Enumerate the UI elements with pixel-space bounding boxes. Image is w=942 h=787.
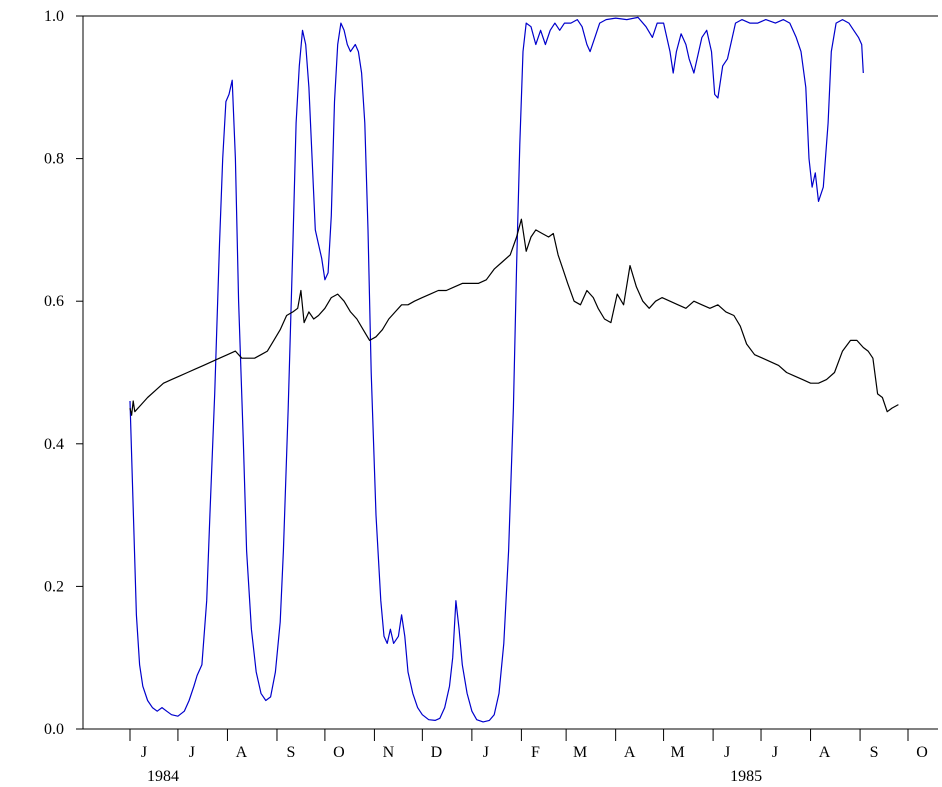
y-tick-label: 0.4	[44, 436, 64, 453]
x-tick-label: F	[531, 744, 540, 761]
y-tick-label: 0.6	[44, 293, 64, 310]
year-label: 1984	[147, 768, 179, 785]
y-tick-label: 0.2	[44, 578, 64, 595]
x-tick-label: M	[573, 744, 587, 761]
x-tick-label: N	[383, 744, 395, 761]
x-tick-label: J	[483, 744, 489, 761]
y-axis-ticks: 0.0 0.2 0.4 0.6 0.8 1.0	[44, 8, 83, 738]
x-axis-ticks: J J A S O N D J F M A M J J A S O 1984 1985	[129, 729, 928, 785]
y-tick-label: 0.0	[44, 721, 64, 738]
x-tick-label: J	[141, 744, 147, 761]
series-line-2	[129, 218, 899, 416]
x-tick-label: A	[819, 744, 831, 761]
plot-frame	[82, 15, 938, 730]
x-tick-label: J	[724, 744, 730, 761]
x-tick-label: O	[333, 744, 345, 761]
series-line-1	[129, 16, 864, 723]
x-tick-label: S	[287, 744, 296, 761]
x-tick-label: O	[916, 744, 928, 761]
x-tick-label: J	[189, 744, 195, 761]
series-layer	[129, 16, 899, 723]
y-tick-label: 1.0	[44, 8, 64, 25]
x-tick-label: J	[772, 744, 778, 761]
x-tick-label: S	[870, 744, 879, 761]
x-tick-label: A	[236, 744, 248, 761]
x-tick-label: D	[431, 744, 443, 761]
year-label: 1985	[730, 768, 762, 785]
x-tick-label: A	[624, 744, 636, 761]
x-tick-label: M	[670, 744, 684, 761]
y-tick-label: 0.8	[44, 151, 64, 168]
